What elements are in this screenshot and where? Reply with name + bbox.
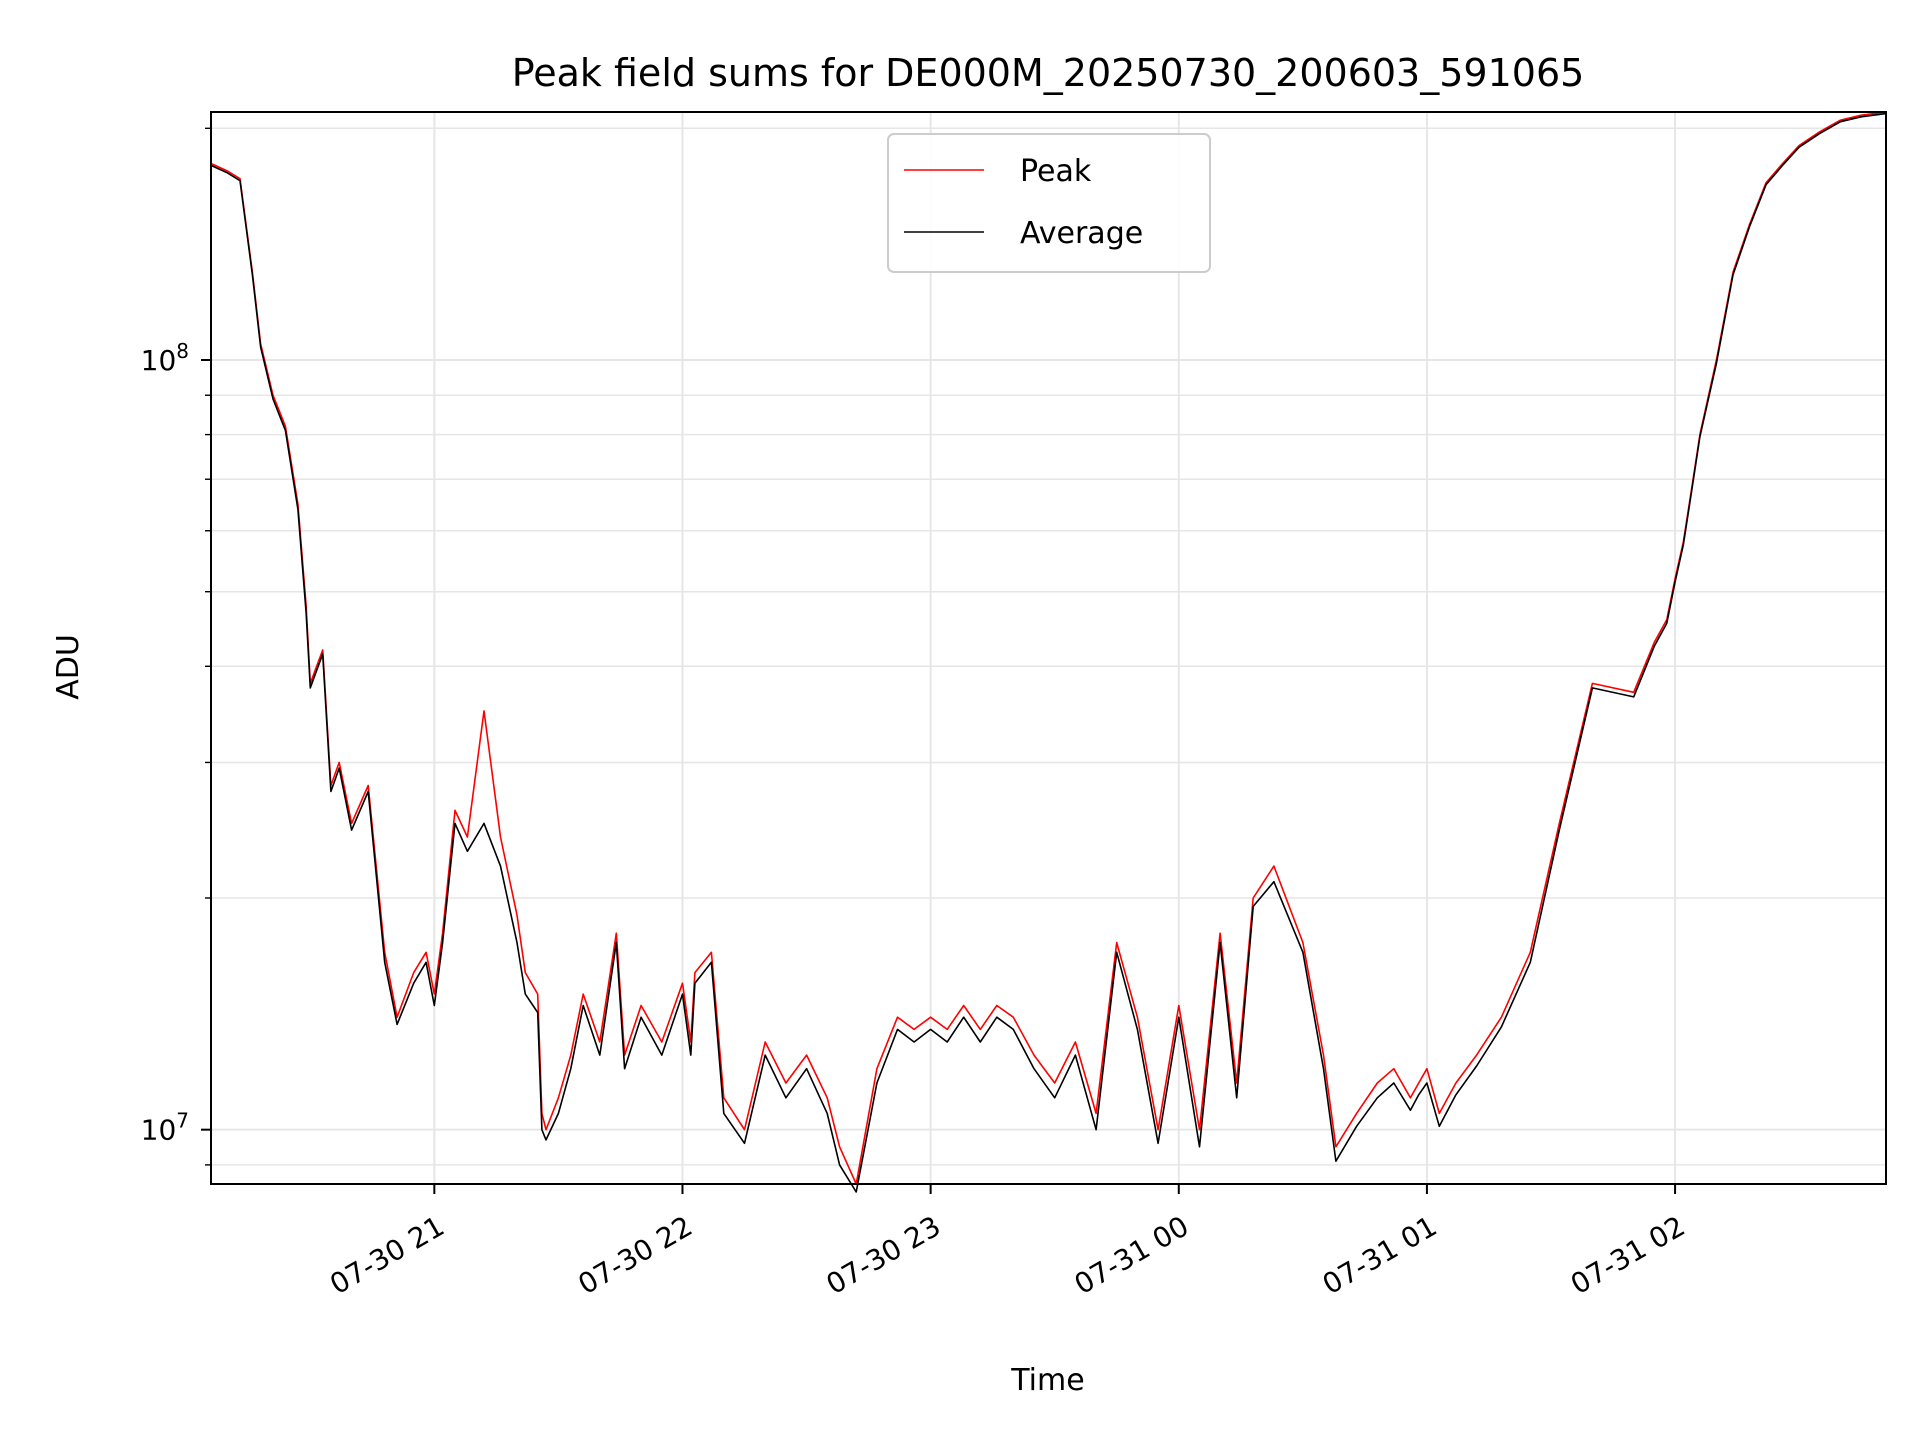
grid bbox=[211, 112, 1886, 1184]
series-group bbox=[210, 111, 1887, 1193]
y-tick-label: 107 bbox=[141, 1109, 189, 1147]
legend-box bbox=[887, 133, 1211, 273]
y-axis-label: ADU bbox=[51, 634, 86, 700]
peak-series-line bbox=[210, 111, 1887, 1185]
plot-frame bbox=[210, 111, 1887, 1185]
x-axis-label: Time bbox=[1010, 1363, 1084, 1398]
legend: Peak Average bbox=[887, 133, 1211, 273]
legend-label-peak: Peak bbox=[1020, 154, 1092, 189]
average-series-line bbox=[210, 112, 1887, 1193]
chart-title: Peak field sums for DE000M_20250730_2006… bbox=[512, 51, 1585, 95]
legend-label-average: Average bbox=[1020, 216, 1143, 251]
y-tick-label: 108 bbox=[141, 339, 189, 377]
